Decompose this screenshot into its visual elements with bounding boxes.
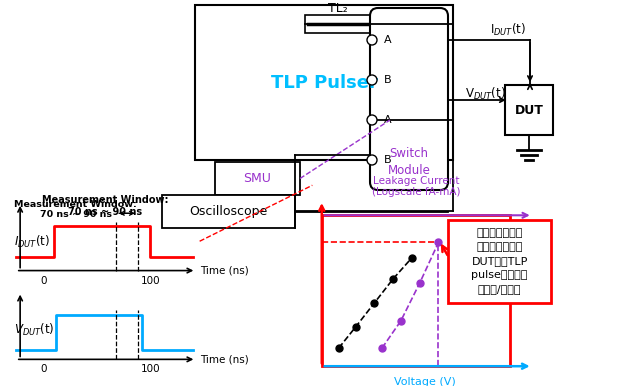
Text: DUT: DUT — [515, 103, 544, 117]
Text: Time (ns): Time (ns) — [200, 354, 249, 364]
Circle shape — [367, 35, 377, 45]
Bar — [195, 5, 453, 160]
FancyBboxPatch shape — [370, 8, 448, 190]
Text: 0: 0 — [41, 364, 47, 374]
Bar — [305, 15, 370, 33]
Text: Switch
Module: Switch Module — [388, 147, 430, 177]
Text: A: A — [384, 35, 392, 45]
Text: Measurement Window:
70 ns ~ 90 ns: Measurement Window: 70 ns ~ 90 ns — [14, 200, 137, 219]
Bar — [505, 85, 553, 135]
Text: V$_{DUT}$(t): V$_{DUT}$(t) — [465, 86, 506, 102]
Text: TL₂: TL₂ — [328, 2, 347, 15]
Circle shape — [367, 115, 377, 125]
Bar — [448, 220, 551, 303]
Text: Leakage Current
(Logscale fA-mA): Leakage Current (Logscale fA-mA) — [372, 176, 460, 197]
Text: Oscilloscope: Oscilloscope — [189, 205, 268, 218]
Bar — [215, 162, 300, 195]
Text: $I_{DUT}$(t): $I_{DUT}$(t) — [14, 234, 50, 250]
Text: 100: 100 — [140, 276, 160, 286]
Text: 0: 0 — [41, 276, 47, 286]
Text: A: A — [384, 115, 392, 125]
Text: 漏电流曲线出现
明显偏折，说明
DUT在该TLP
pulse作用下发
生损伤/损坏。: 漏电流曲线出现 明显偏折，说明 DUT在该TLP pulse作用下发 生损伤/损… — [471, 229, 528, 294]
Text: B: B — [384, 155, 392, 165]
Text: $V_{DUT}$(t): $V_{DUT}$(t) — [14, 322, 54, 339]
Circle shape — [367, 75, 377, 85]
Text: Measurement Window:
70 ns ~ 90 ns: Measurement Window: 70 ns ~ 90 ns — [42, 195, 168, 217]
Text: I$_{DUT}$(t): I$_{DUT}$(t) — [490, 22, 526, 38]
Text: TLP Pulser: TLP Pulser — [270, 73, 377, 91]
Text: 100: 100 — [140, 364, 160, 374]
Circle shape — [367, 155, 377, 165]
Text: Time (ns): Time (ns) — [200, 266, 249, 276]
Text: B: B — [384, 75, 392, 85]
Text: Voltage (V): Voltage (V) — [394, 377, 456, 386]
Text: SMU: SMU — [243, 172, 271, 185]
Bar — [162, 195, 295, 228]
Bar — [322, 215, 510, 366]
